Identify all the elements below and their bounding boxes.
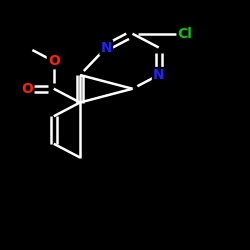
Text: N: N <box>100 40 112 54</box>
Text: Cl: Cl <box>178 27 192 41</box>
Text: N: N <box>153 68 164 82</box>
Text: O: O <box>22 82 34 96</box>
Text: O: O <box>48 54 60 68</box>
